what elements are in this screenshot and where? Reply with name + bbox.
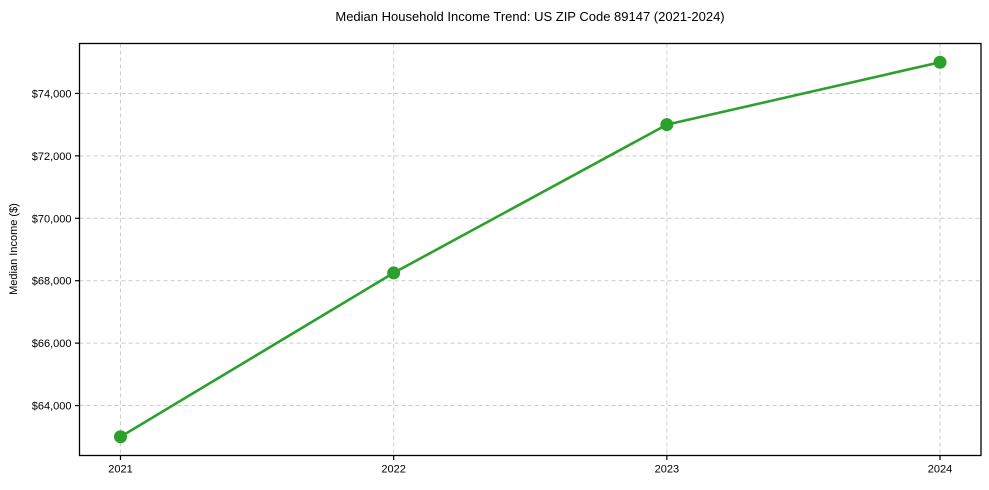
series-line bbox=[119, 60, 942, 439]
x-tick-label: 2023 bbox=[655, 464, 679, 476]
x-tick-label: 2022 bbox=[381, 464, 405, 476]
chart-title: Median Household Income Trend: US ZIP Co… bbox=[335, 9, 725, 24]
x-tick-label: 2024 bbox=[928, 464, 952, 476]
y-tick-label: $72,000 bbox=[32, 151, 72, 163]
x-tick-label: 2021 bbox=[108, 464, 132, 476]
data-point-2024 bbox=[933, 55, 947, 69]
y-tick-label: $66,000 bbox=[32, 338, 72, 350]
data-point-2023 bbox=[660, 118, 674, 132]
axes-frame bbox=[78, 42, 982, 457]
y-tick-label: $64,000 bbox=[32, 401, 72, 413]
y-tick-label: $68,000 bbox=[32, 276, 72, 288]
data-point-2022 bbox=[387, 266, 401, 280]
y-tick-label: $70,000 bbox=[32, 213, 72, 225]
data-point-2021 bbox=[113, 430, 127, 444]
y-tick-label: $74,000 bbox=[32, 88, 72, 100]
